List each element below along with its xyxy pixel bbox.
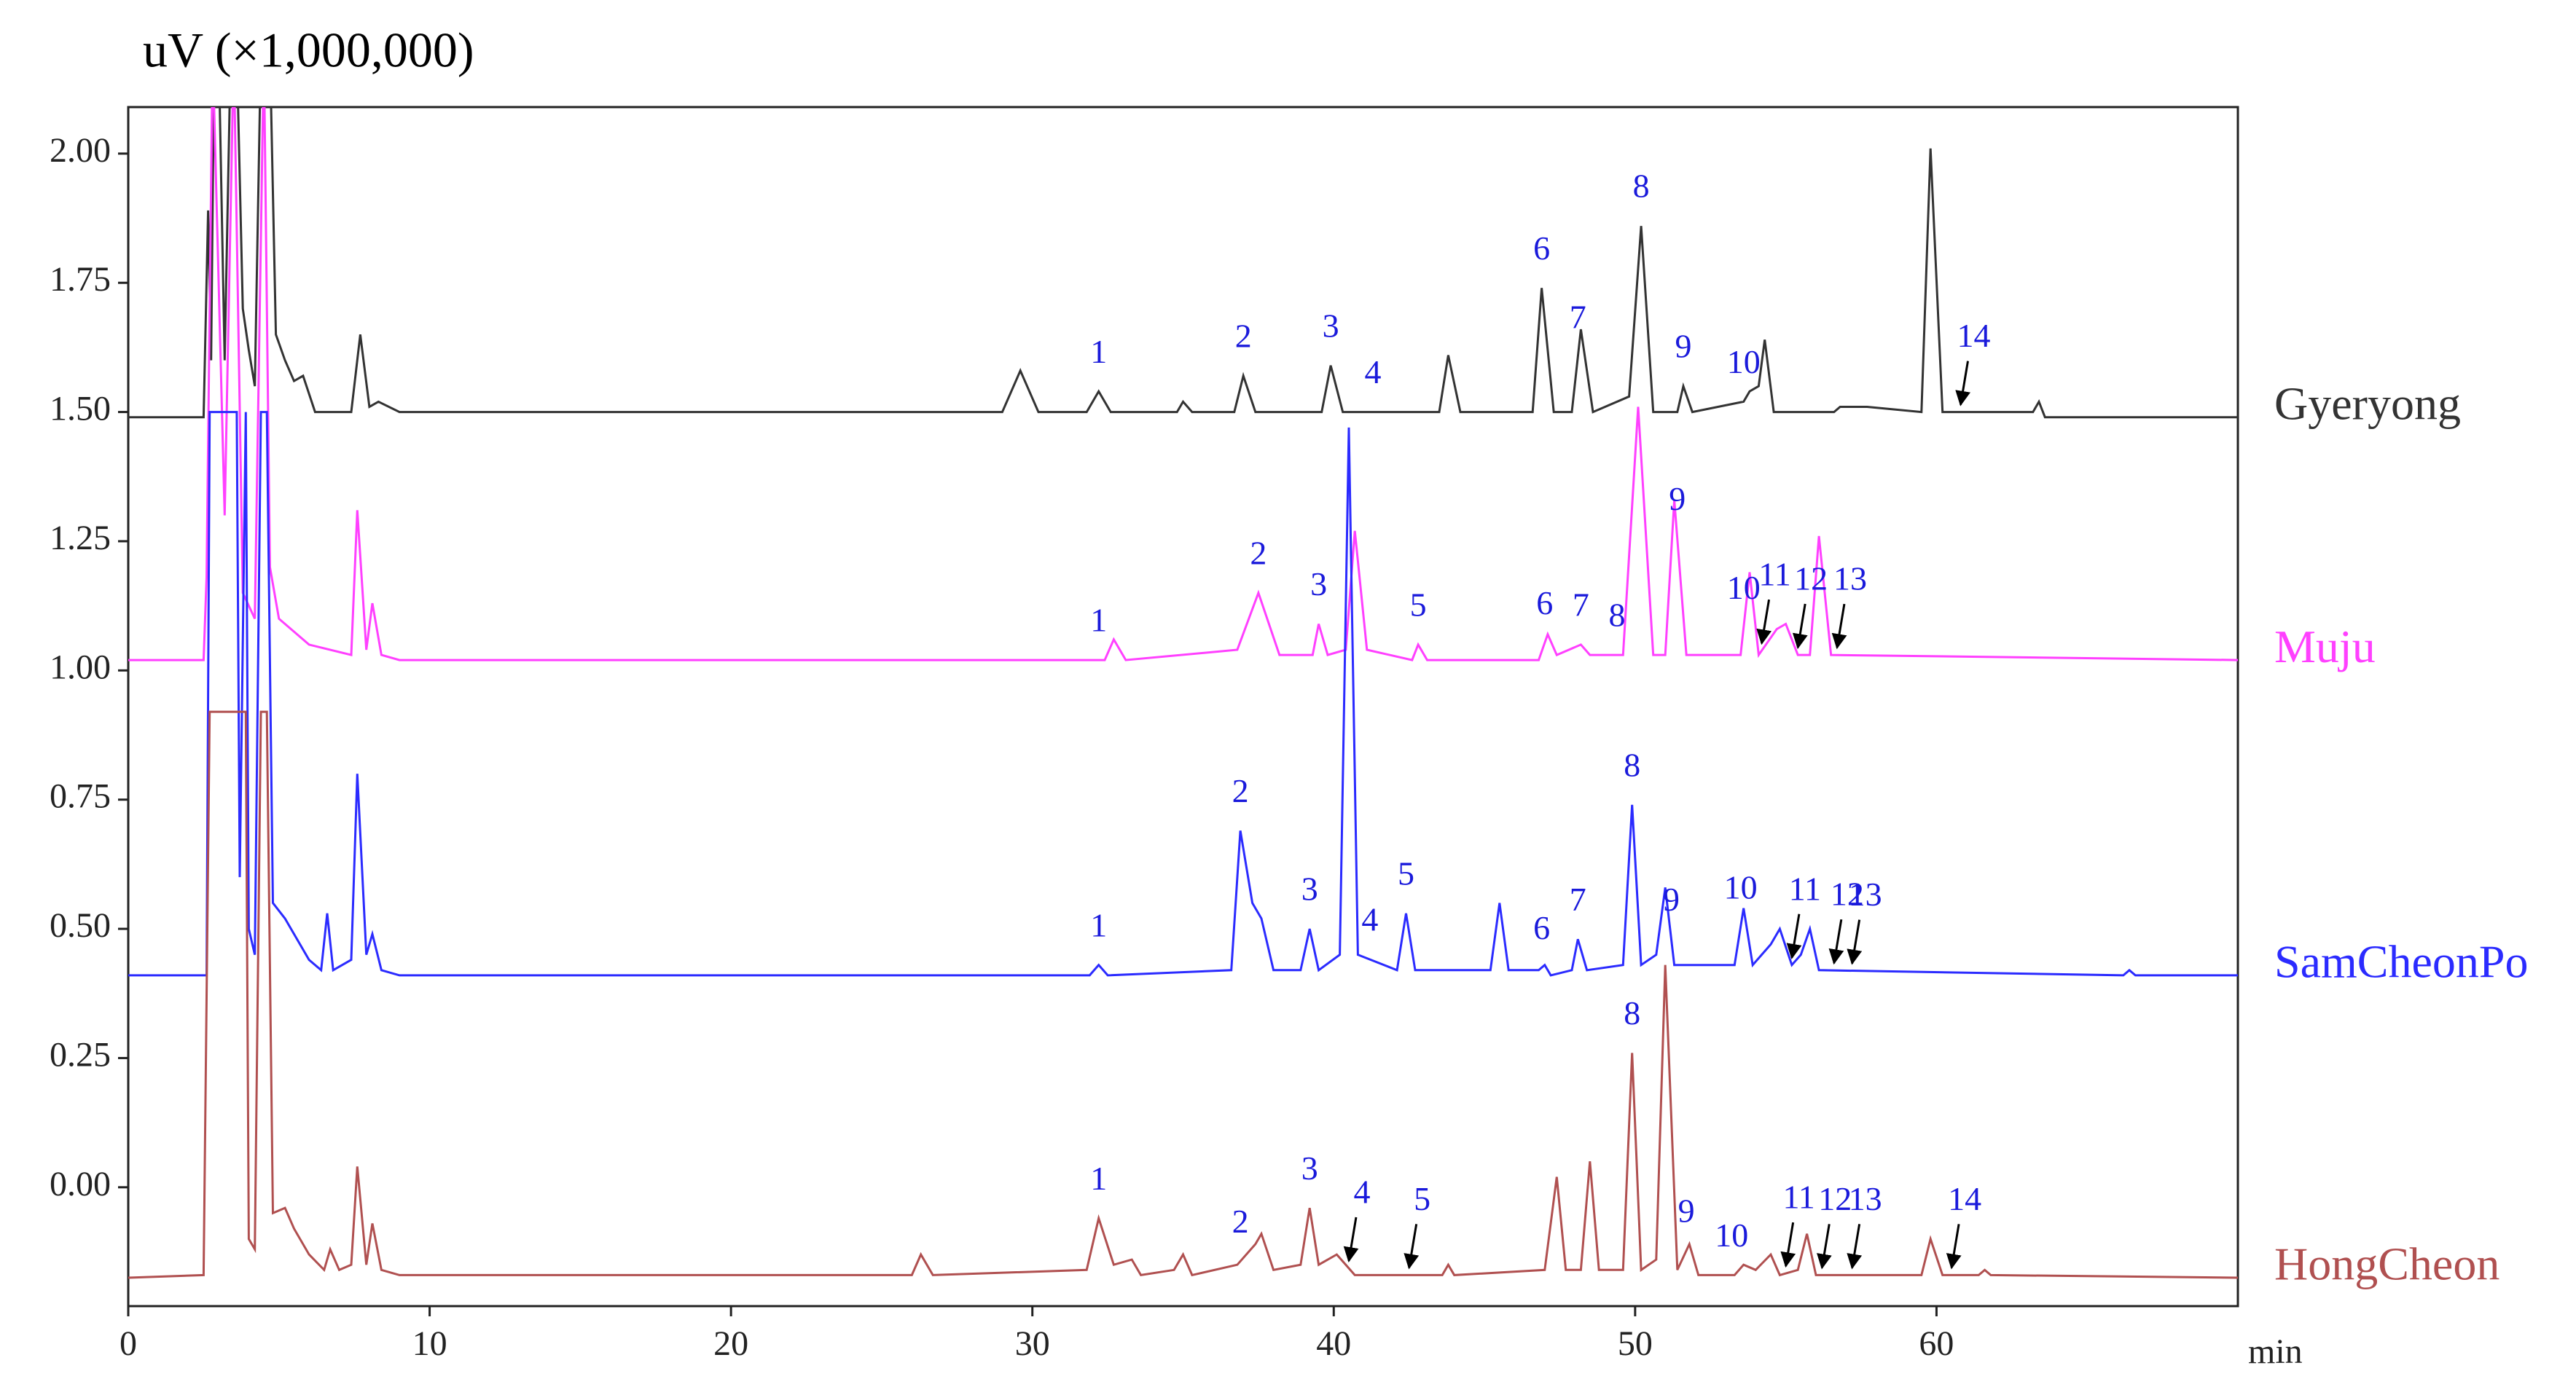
peak-label: 6: [1533, 909, 1550, 946]
series-line: [128, 411, 2238, 977]
peak-label: 7: [1570, 298, 1586, 335]
peak-label: 9: [1678, 1192, 1695, 1229]
peak-label: 2: [1235, 317, 1252, 354]
peak-label: 5: [1398, 854, 1414, 892]
peak-label: 7: [1573, 586, 1589, 623]
y-tick-label: 2.00: [50, 131, 111, 170]
y-tick-label: 0.75: [50, 777, 111, 816]
peak-label: 10: [1727, 569, 1761, 606]
series-name: HongCheon: [2274, 1238, 2499, 1290]
y-tick-label: 1.00: [50, 648, 111, 686]
y-tick-label: 0.25: [50, 1035, 111, 1074]
y-tick-label: 1.50: [50, 390, 111, 428]
series-layer: [128, 107, 2238, 1279]
x-tick-label: 40: [1316, 1324, 1351, 1363]
y-tick-label: 1.75: [50, 260, 111, 299]
peak-label: 5: [1414, 1180, 1430, 1217]
peak-label: 13: [1849, 1180, 1882, 1217]
peak-arrow: [1786, 913, 1802, 959]
peak-label: 4: [1361, 901, 1378, 938]
peak-label: 2: [1232, 1203, 1249, 1240]
peak-label: 11: [1758, 556, 1790, 593]
x-tick-label: 60: [1919, 1324, 1954, 1363]
peak-arrow: [1343, 1217, 1359, 1263]
peak-arrow: [1831, 603, 1847, 650]
series-line: [128, 107, 2238, 661]
x-tick-label: 50: [1618, 1324, 1653, 1363]
peak-label: 8: [1609, 597, 1626, 634]
x-tick-label: 20: [713, 1324, 748, 1363]
peak-label: 14: [1948, 1180, 1981, 1217]
peak-label: 9: [1663, 881, 1680, 918]
peak-label: 8: [1633, 168, 1650, 205]
x-tick-label: 10: [412, 1324, 447, 1363]
peak-arrow: [1780, 1222, 1796, 1268]
peak-label: 3: [1301, 1150, 1318, 1187]
peak-arrow: [1847, 919, 1863, 965]
peak-label: 8: [1624, 994, 1640, 1031]
series-line: [128, 710, 2238, 1279]
peak-label: 4: [1353, 1174, 1370, 1211]
peak-label: 6: [1533, 229, 1550, 267]
x-tick-label: 0: [120, 1324, 137, 1363]
y-axis-label: uV (×1,000,000): [143, 23, 474, 78]
peak-label: 11: [1782, 1179, 1814, 1216]
peak-label: 10: [1724, 868, 1758, 905]
peak-label: 2: [1232, 772, 1249, 809]
series-name: Gyeryong: [2274, 377, 2461, 429]
y-tick-label: 1.25: [50, 519, 111, 557]
peak-label: 5: [1410, 586, 1427, 623]
peak-label: 13: [1833, 560, 1867, 597]
peak-label: 1: [1090, 602, 1107, 639]
peak-label: 2: [1250, 534, 1267, 571]
peak-label: 6: [1536, 584, 1553, 621]
peak-label: 1: [1090, 1160, 1107, 1197]
y-tick-label: 0.50: [50, 906, 111, 945]
series-name: Muju: [2274, 621, 2376, 672]
peak-arrow: [1817, 1224, 1832, 1270]
peak-arrow: [1955, 361, 1970, 406]
peak-label: 9: [1669, 480, 1686, 517]
x-axis-label: min: [2248, 1332, 2303, 1371]
peak-label: 10: [1715, 1217, 1748, 1254]
plot-frame: [127, 106, 2239, 1308]
peak-label: 3: [1310, 565, 1327, 602]
peak-arrow: [1946, 1224, 1962, 1270]
peak-arrow: [1756, 599, 1772, 645]
peak-label: 10: [1727, 343, 1761, 380]
peak-label: 4: [1365, 353, 1382, 390]
peak-label: 9: [1675, 328, 1692, 365]
peak-arrow: [1792, 603, 1808, 650]
peak-arrow: [1828, 919, 1844, 965]
y-tick-label: 0.00: [50, 1165, 111, 1203]
peak-arrow: [1847, 1224, 1863, 1270]
series-name: SamCheonPo: [2274, 936, 2528, 988]
x-tick-label: 30: [1015, 1324, 1050, 1363]
peak-label: 14: [1957, 317, 1991, 354]
peak-label: 7: [1570, 881, 1586, 918]
peak-label: 3: [1323, 307, 1339, 344]
peak-label: 3: [1301, 871, 1318, 908]
peak-label: 1: [1090, 906, 1107, 943]
peak-label: 8: [1624, 746, 1640, 783]
peak-label: 12: [1831, 876, 1864, 913]
peak-label: 1: [1090, 333, 1107, 370]
peak-label: 13: [1849, 876, 1882, 913]
peak-label: 11: [1789, 870, 1821, 907]
peak-label: 12: [1794, 560, 1828, 597]
series-line: [128, 107, 2238, 419]
peak-label: 12: [1818, 1180, 1852, 1217]
peak-arrow: [1404, 1224, 1420, 1270]
